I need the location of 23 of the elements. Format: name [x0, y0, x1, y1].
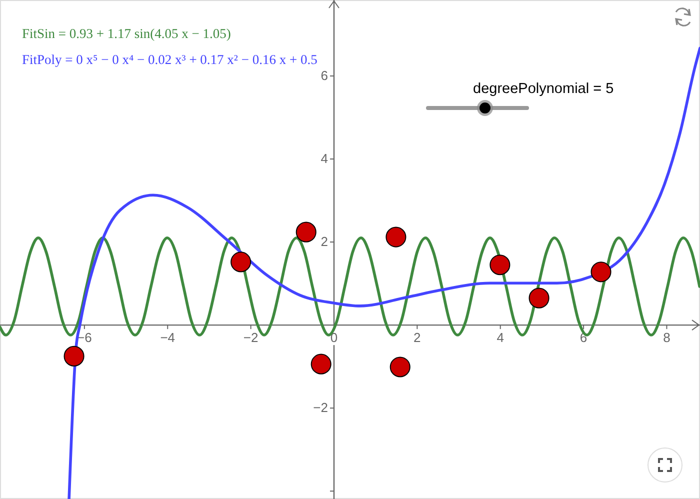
x-tick-label: −6 — [77, 330, 92, 346]
text: FitPoly = 0 x⁵ − 0 x⁴ − 0.02 x³ + 0.17 x² − 0.16 x + 0.5 — [22, 52, 318, 67]
point — [296, 222, 316, 242]
point — [230, 252, 252, 272]
x-tick-label: −4 — [160, 330, 176, 346]
y-tick-label: 4 — [320, 151, 328, 166]
x-tick-label: 4 — [496, 330, 504, 346]
text: FitSin = 0.93 + 1.17 sin(4.05 x − 1.05) — [22, 26, 231, 41]
y-tick-label: 6 — [320, 68, 328, 83]
point — [528, 288, 550, 308]
y-tick-label: 2 — [320, 234, 328, 250]
point — [386, 226, 406, 248]
point — [490, 254, 510, 276]
x-tick-label: 2 — [414, 330, 421, 346]
point — [64, 346, 84, 366]
point — [590, 262, 612, 282]
point — [310, 354, 332, 374]
x-tick-label: 8 — [663, 330, 670, 346]
point — [390, 356, 410, 378]
annotation: degreePolynomial = 5 — [473, 81, 614, 97]
y-tick-label: −2 — [313, 400, 328, 416]
x-tick-label: −2 — [243, 330, 258, 346]
x-tick-label: 0 — [330, 330, 338, 346]
